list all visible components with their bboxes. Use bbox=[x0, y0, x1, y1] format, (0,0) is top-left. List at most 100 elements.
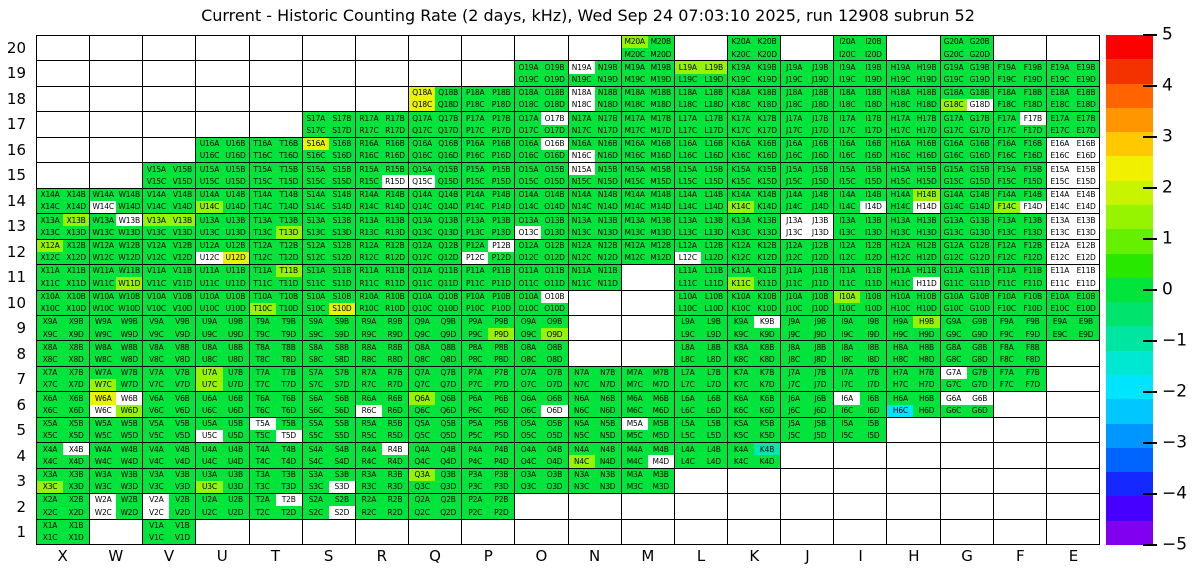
cell-label: R9C bbox=[361, 329, 377, 339]
cell-label: G10B bbox=[969, 291, 990, 301]
colorbar-tick-label: 4 bbox=[1162, 75, 1173, 96]
cell-label: I18C bbox=[839, 100, 856, 110]
cell-F8C: F8C bbox=[993, 353, 1020, 366]
cell-O16B: O16B bbox=[541, 137, 568, 151]
cell-label: K9D bbox=[759, 329, 775, 339]
cell-label: T9D bbox=[281, 329, 296, 339]
cell-M6D: M6D bbox=[647, 404, 674, 417]
cell-label: K16D bbox=[757, 151, 777, 161]
cell-label: L10D bbox=[704, 304, 724, 314]
cell-I8C: I8C bbox=[834, 353, 861, 366]
cell-label: V1B bbox=[175, 520, 190, 530]
cell-label: F17A bbox=[997, 113, 1016, 123]
cell-label: S10B bbox=[332, 291, 352, 301]
cell-S6C: S6C bbox=[302, 404, 329, 417]
cell-label: S16D bbox=[332, 151, 352, 161]
cell-label: F13C bbox=[997, 227, 1017, 237]
cell-label: M12A bbox=[624, 240, 646, 250]
cell-W6A: W6A bbox=[90, 392, 117, 405]
cell-N18A: N18A bbox=[568, 86, 595, 100]
cell-label: I15B bbox=[865, 164, 882, 174]
cell-G6C: G6C bbox=[940, 404, 967, 417]
cell-label: O4C bbox=[520, 456, 537, 466]
cell-label: P13B bbox=[492, 215, 511, 225]
cell-label: T11B bbox=[279, 266, 298, 276]
cell-label: K8D bbox=[759, 354, 775, 364]
cell-label: E17C bbox=[1050, 125, 1070, 135]
cell-X6B: X6B bbox=[63, 392, 90, 405]
cell-label: S6A bbox=[308, 393, 323, 403]
cell-V12D: V12D bbox=[169, 251, 196, 265]
cell-label: L16A bbox=[678, 139, 697, 149]
cell-label: N7B bbox=[600, 368, 616, 378]
colorbar-segment bbox=[1106, 496, 1153, 521]
cell-Q9B: Q9B bbox=[435, 315, 462, 329]
cell-label: W12D bbox=[118, 253, 141, 263]
cell-K15D: K15D bbox=[754, 175, 781, 188]
cell-label: E9B bbox=[1078, 317, 1093, 327]
cell-G8A: G8A bbox=[940, 341, 967, 354]
cell-P14D: P14D bbox=[488, 200, 515, 214]
cell-label: L11C bbox=[678, 278, 697, 288]
cell-label: P18B bbox=[492, 88, 511, 98]
cell-label: T2B bbox=[281, 495, 296, 505]
colorbar-tick-label: 2 bbox=[1162, 177, 1173, 198]
cell-S9D: S9D bbox=[328, 328, 355, 341]
cell-label: F10B bbox=[1023, 291, 1042, 301]
cell-label: Q17A bbox=[412, 113, 432, 123]
cell-N6B: N6B bbox=[594, 392, 621, 405]
cell-label: R16C bbox=[359, 151, 379, 161]
cell-K6C: K6C bbox=[727, 404, 755, 417]
cell-Q3A: Q3A bbox=[409, 468, 436, 481]
cell-label: H12D bbox=[916, 253, 937, 263]
module-U15: U15A U15B U15C U15D bbox=[196, 163, 249, 188]
cell-P7D: P7D bbox=[488, 379, 515, 392]
cell-label: G19D bbox=[969, 75, 990, 85]
cell-label: X11B bbox=[66, 266, 86, 276]
cell-label: E16B bbox=[1076, 139, 1096, 149]
cell-H6B: H6B bbox=[913, 392, 940, 405]
cell-V15A: V15A bbox=[143, 163, 170, 176]
cell-label: G11C bbox=[943, 278, 964, 288]
cell-label: S17C bbox=[306, 125, 326, 135]
cell-V11C: V11C bbox=[143, 277, 170, 290]
module-F18: F18A F18B F18C F18D bbox=[993, 86, 1046, 112]
module-K7: K7A K7B K7C K7D bbox=[727, 366, 781, 392]
cell-U15C: U15C bbox=[196, 175, 223, 188]
cell-F7A: F7A bbox=[993, 366, 1020, 380]
cell-label: X5D bbox=[68, 431, 84, 441]
cell-F18B: F18B bbox=[1019, 86, 1046, 100]
module-W7: W7A W7B W7C W7D bbox=[90, 366, 143, 392]
cell-label: Q14B bbox=[438, 190, 459, 200]
module-V7: V7A V7B V7C V7D bbox=[143, 366, 196, 392]
x-axis-label: L bbox=[696, 547, 706, 565]
cell-label: I14D bbox=[864, 202, 882, 212]
cell-T11B: T11B bbox=[275, 265, 302, 278]
colorbar-segment bbox=[1106, 107, 1153, 133]
cell-label: Q9A bbox=[414, 317, 430, 327]
cell-O15C: O15C bbox=[515, 175, 542, 188]
cell-label: K20D bbox=[757, 49, 777, 59]
colorbar-segment bbox=[1106, 156, 1153, 181]
module-H4 bbox=[887, 443, 940, 468]
cell-V15C: V15C bbox=[143, 175, 170, 188]
cell-U13C: U13C bbox=[196, 226, 223, 239]
cell-U7C: U7C bbox=[196, 379, 223, 392]
cell-label: J9A bbox=[788, 317, 800, 327]
cell-X6D: X6D bbox=[63, 404, 90, 417]
cell-I13A: I13A bbox=[834, 214, 861, 227]
cell-T5D: T5D bbox=[275, 429, 302, 443]
cell-O19C: O19C bbox=[515, 73, 542, 86]
module-M10 bbox=[621, 290, 674, 315]
cell-label: F11A bbox=[997, 266, 1016, 276]
cell-T2A: T2A bbox=[249, 494, 276, 507]
module-F11: F11A F11B F11C F11D bbox=[993, 265, 1046, 290]
cell-E13D: E13D bbox=[1072, 226, 1099, 239]
cell-label: K6D bbox=[759, 405, 775, 415]
cell-L19B: L19B bbox=[700, 61, 727, 74]
module-G2 bbox=[940, 494, 993, 519]
cell-label: P13A bbox=[466, 215, 485, 225]
cell-label: U3D bbox=[227, 482, 244, 492]
cell-label: H14D bbox=[916, 202, 937, 212]
cell-Q4B: Q4B bbox=[435, 443, 462, 456]
